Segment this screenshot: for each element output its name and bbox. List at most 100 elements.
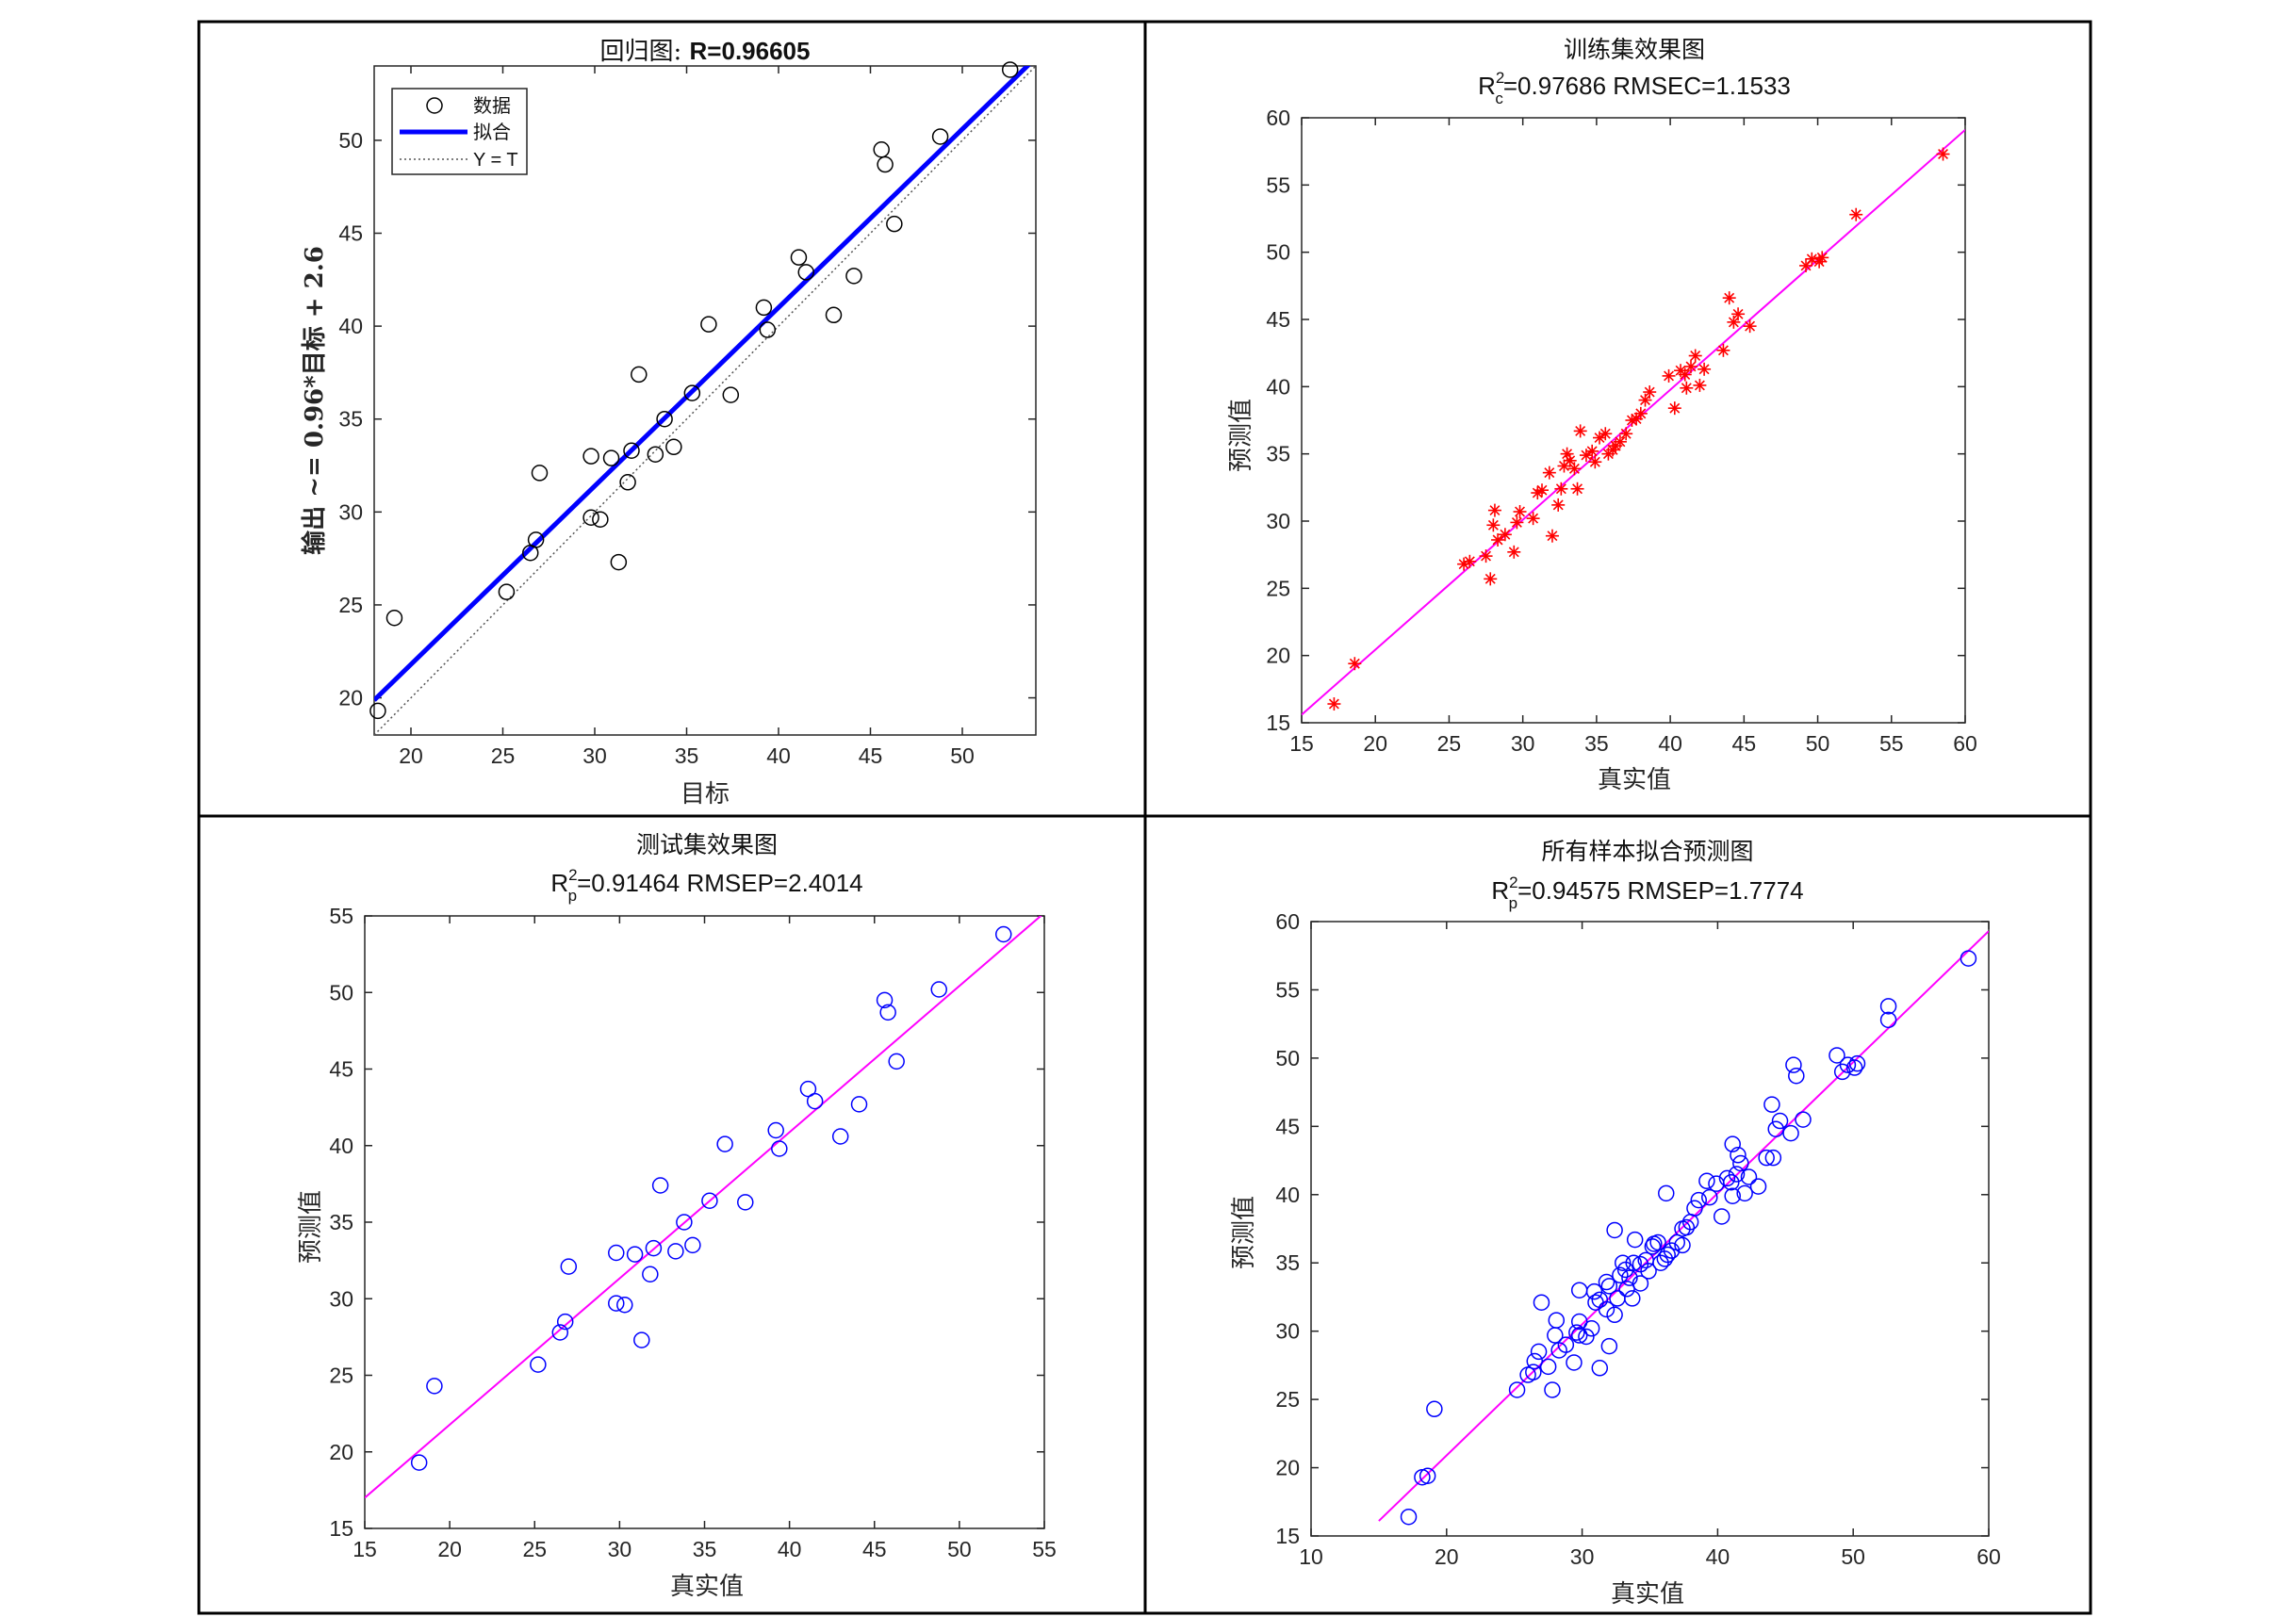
train-y-tick-label: 50 [1266, 240, 1290, 265]
data-point [759, 321, 777, 338]
data-point [1658, 1184, 1675, 1202]
train-x-tick-label: 30 [1511, 731, 1535, 756]
all-subtitle-rest: =0.94575 RMSEP=1.7774 [1517, 876, 1804, 905]
test-y-tick-label: 35 [329, 1210, 353, 1234]
data-point [1591, 1360, 1609, 1377]
legend-fit-label: 拟合 [473, 122, 511, 143]
data-point [602, 449, 620, 466]
data-point [994, 925, 1012, 943]
regression-x-tick-label: 20 [399, 743, 423, 768]
data-point [1815, 251, 1829, 265]
all-y-tick-label: 55 [1275, 977, 1300, 1002]
data-point [1686, 1200, 1703, 1217]
all-x-tick-label: 20 [1435, 1544, 1459, 1569]
regression-ylabel: 输出 ~= 0.96*目标 + 2.6 [300, 246, 329, 555]
data-point [1570, 482, 1584, 496]
data-point [1348, 657, 1362, 671]
data-point [684, 1236, 701, 1254]
train-x-tick-label: 35 [1584, 731, 1609, 756]
data-point [656, 410, 673, 428]
data-point [1640, 1263, 1657, 1280]
train-x-tick-label: 55 [1879, 731, 1904, 756]
data-point [1697, 362, 1712, 376]
test-x-tick-label: 20 [437, 1537, 462, 1561]
test-y-tick-label: 55 [329, 904, 353, 928]
data-point [1544, 1381, 1561, 1398]
data-point [369, 702, 386, 720]
data-point [1551, 498, 1566, 512]
regression-title: 回归图: R=0.96605 [600, 37, 811, 66]
data-point [1619, 427, 1633, 441]
data-point [1849, 207, 1863, 221]
data-point [1621, 1269, 1638, 1286]
data-point [1585, 1282, 1603, 1300]
regression-x-tick-label: 50 [950, 743, 975, 768]
train-x-tick-label: 40 [1658, 731, 1682, 756]
data-point [1644, 1238, 1662, 1255]
all-subtitle-sub: p [1509, 894, 1517, 912]
data-point [790, 249, 808, 266]
train-subtitle-sup: 2 [1496, 69, 1504, 87]
regression-x-tick-label: 45 [859, 743, 883, 768]
data-point [1728, 1166, 1746, 1183]
regression-x-tick-label: 30 [582, 743, 607, 768]
train-x-tick-label: 25 [1437, 731, 1462, 756]
all-subtitle-sup: 2 [1509, 874, 1517, 891]
data-point [1526, 1352, 1544, 1370]
data-point [665, 438, 682, 456]
all-y-tick-label: 40 [1275, 1183, 1300, 1207]
all-x-tick-label: 50 [1841, 1544, 1865, 1569]
data-point [1513, 505, 1527, 519]
data-point [1667, 401, 1681, 416]
data-point [1557, 1336, 1575, 1353]
data-point [1525, 1364, 1542, 1380]
train-x-tick-label: 60 [1953, 731, 1977, 756]
data-point [1684, 359, 1698, 373]
data-point [877, 155, 894, 173]
data-point [1718, 1169, 1736, 1187]
train-y-tick-label: 45 [1266, 307, 1290, 332]
data-point [806, 1092, 824, 1110]
data-point [1736, 1184, 1753, 1202]
all-axes-box [1310, 921, 1990, 1537]
data-point [619, 474, 636, 491]
data-point [1749, 1178, 1767, 1195]
panel-test: 测试集效果图 R2 p=0.91464 RMSEP=2.4014 15 20 25 30… [297, 831, 1057, 1601]
data-point [1554, 482, 1568, 496]
data-point [1526, 512, 1540, 526]
data-point [1583, 1320, 1600, 1337]
train-x-tick-label: 45 [1732, 731, 1757, 756]
legend-data-label: 数据 [473, 95, 511, 117]
test-x-tick-label: 55 [1032, 1537, 1057, 1561]
data-point [1723, 1173, 1740, 1191]
data-point [633, 1331, 650, 1348]
data-point [886, 215, 903, 233]
data-point [1585, 444, 1599, 458]
data-point [1680, 381, 1694, 395]
data-point [1327, 697, 1341, 711]
data-point [1632, 1275, 1649, 1292]
data-point [1767, 1120, 1784, 1137]
all-y-tick-label: 45 [1275, 1114, 1300, 1138]
data-point [1578, 1328, 1595, 1346]
test-x-tick-label: 50 [947, 1537, 972, 1561]
data-point [1730, 1147, 1747, 1164]
data-point [1484, 572, 1498, 586]
data-point [645, 1239, 663, 1257]
data-point [1507, 545, 1521, 559]
data-point [1659, 1246, 1676, 1264]
all-x-tick-label: 40 [1706, 1544, 1730, 1569]
data-point [1531, 486, 1545, 500]
test-x-tick-label: 35 [693, 1537, 717, 1561]
data-point [1535, 483, 1550, 498]
data-point [879, 1004, 896, 1021]
data-point [1839, 1056, 1857, 1073]
all-xlabel: 真实值 [1611, 1580, 1684, 1609]
train-series [1302, 129, 1965, 716]
data-point [1600, 1278, 1618, 1295]
train-y-tick-label: 20 [1266, 644, 1290, 668]
data-point [722, 386, 740, 403]
regression-xlabel: 目标 [681, 780, 730, 808]
data-point [850, 1096, 868, 1113]
identity-line [374, 66, 1036, 735]
